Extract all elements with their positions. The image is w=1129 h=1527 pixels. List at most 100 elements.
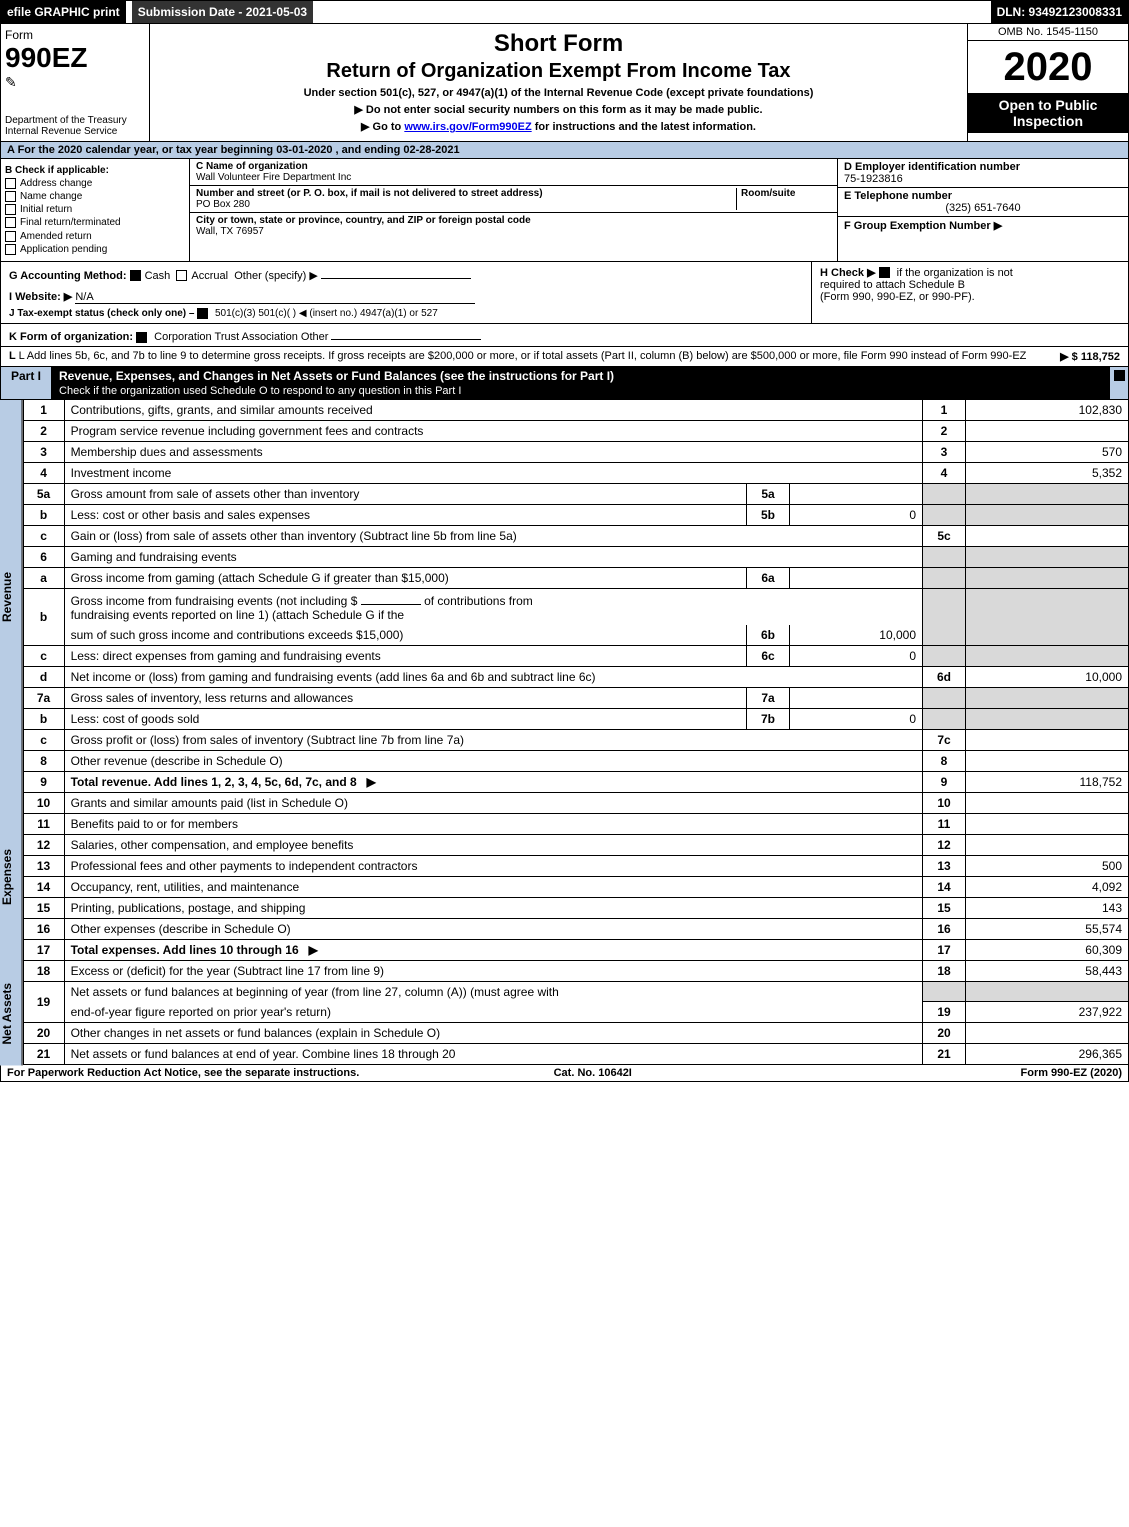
irs-link[interactable]: www.irs.gov/Form990EZ (404, 121, 531, 133)
l-amount: ▶ $ 118,752 (1060, 350, 1120, 363)
val-7a (790, 687, 923, 708)
j-label: J Tax-exempt status (check only one) – (9, 308, 194, 319)
room-label: Room/suite (741, 188, 795, 199)
val-21: 296,365 (966, 1044, 1129, 1065)
chk-final-return[interactable] (5, 217, 16, 228)
under-section: Under section 501(c), 527, or 4947(a)(1)… (158, 87, 959, 99)
d-ein-label: D Employer identification number (844, 161, 1122, 173)
chk-address-change[interactable] (5, 178, 16, 189)
val-6c: 0 (790, 645, 923, 666)
side-revenue: Revenue (0, 400, 23, 793)
val-5b: 0 (790, 504, 923, 525)
val-9: 118,752 (966, 771, 1129, 792)
form-title-2: Return of Organization Exempt From Incom… (158, 60, 959, 83)
tax-year: 2020 (968, 41, 1128, 93)
part-i-title: Revenue, Expenses, and Changes in Net As… (59, 369, 614, 383)
form-title-1: Short Form (158, 30, 959, 58)
chk-part-i-scho[interactable] (1114, 370, 1125, 381)
j-options: 501(c)(3) 501(c)( ) ◀ (insert no.) 4947(… (215, 308, 438, 319)
line-a-taxyear: A For the 2020 calendar year, or tax yea… (0, 142, 1129, 159)
val-8 (966, 750, 1129, 771)
part-i-num: Part I (1, 367, 51, 399)
6b-contrib-input[interactable] (361, 592, 421, 605)
val-15: 143 (966, 897, 1129, 918)
b-label: B Check if applicable: (5, 165, 185, 176)
chk-cash[interactable] (130, 270, 141, 281)
goto-instructions: ▶ Go to www.irs.gov/Form990EZ for instru… (158, 120, 959, 133)
val-5a (790, 483, 923, 504)
ein-value: 75-1923816 (844, 173, 1122, 185)
val-7c (966, 729, 1129, 750)
val-6a (790, 567, 923, 588)
val-20 (966, 1023, 1129, 1044)
val-18: 58,443 (966, 961, 1129, 982)
k-other-input[interactable] (331, 327, 481, 340)
f-group-label: F Group Exemption Number ▶ (844, 220, 1002, 232)
footer-mid: Cat. No. 10642I (554, 1067, 632, 1079)
k-options: Corporation Trust Association Other (154, 331, 328, 343)
other-specify-input[interactable] (321, 266, 471, 279)
chk-name-change[interactable] (5, 191, 16, 202)
footer-left: For Paperwork Reduction Act Notice, see … (7, 1067, 359, 1079)
val-4: 5,352 (966, 462, 1129, 483)
h-txt2: required to attach Schedule B (820, 279, 965, 291)
val-6b: 10,000 (790, 625, 923, 646)
k-label: K Form of organization: (9, 331, 133, 343)
val-13: 500 (966, 855, 1129, 876)
chk-501c3[interactable] (197, 308, 208, 319)
e-phone-label: E Telephone number (844, 190, 1122, 202)
phone-value: (325) 651-7640 (844, 202, 1122, 214)
entity-block: B Check if applicable: Address change Na… (0, 159, 1129, 262)
chk-h[interactable] (879, 267, 890, 278)
ssn-warning: ▶ Do not enter social security numbers o… (158, 103, 959, 116)
val-3: 570 (966, 441, 1129, 462)
c-name-label: C Name of organization (196, 161, 308, 172)
val-19: 237,922 (966, 1002, 1129, 1023)
chk-accrual[interactable] (176, 270, 187, 281)
footer-right: Form 990-EZ (2020) (1021, 1067, 1122, 1079)
side-expenses: Expenses (0, 793, 23, 961)
val-17: 60,309 (966, 939, 1129, 960)
dept-treasury: Department of the Treasury (5, 115, 145, 126)
submission-date: Submission Date - 2021-05-03 (132, 1, 313, 23)
expenses-section: Expenses 10Grants and similar amounts pa… (0, 793, 1129, 961)
val-5c (966, 525, 1129, 546)
section-b-checks: B Check if applicable: Address change Na… (1, 159, 190, 261)
val-12 (966, 834, 1129, 855)
val-6d: 10,000 (966, 666, 1129, 687)
form-header: Form 990EZ ✎ Department of the Treasury … (0, 24, 1129, 142)
open-public-inspection: Open to Public Inspection (968, 93, 1128, 133)
revenue-section: Revenue 1Contributions, gifts, grants, a… (0, 400, 1129, 793)
l-text: L Add lines 5b, 6c, and 7b to line 9 to … (19, 350, 1027, 362)
side-netassets: Net Assets (0, 961, 23, 1066)
val-2 (966, 420, 1129, 441)
efile-label[interactable]: efile GRAPHIC print (1, 1, 126, 23)
val-16: 55,574 (966, 918, 1129, 939)
chk-corporation[interactable] (136, 332, 147, 343)
city-label: City or town, state or province, country… (196, 215, 531, 226)
org-name: Wall Volunteer Fire Department Inc (196, 172, 351, 183)
dln: DLN: 93492123008331 (991, 1, 1128, 23)
section-def: D Employer identification number 75-1923… (837, 159, 1128, 261)
efile-topbar: efile GRAPHIC print Submission Date - 20… (0, 0, 1129, 24)
val-10 (966, 793, 1129, 814)
h-txt1: if the organization is not (897, 267, 1013, 279)
street-value: PO Box 280 (196, 199, 250, 210)
h-txt3: (Form 990, 990-EZ, or 990-PF). (820, 291, 975, 303)
part-i-sub: Check if the organization used Schedule … (59, 385, 461, 397)
street-label: Number and street (or P. O. box, if mail… (196, 188, 543, 199)
h-label: H Check ▶ (820, 267, 876, 279)
g-label: G Accounting Method: (9, 270, 127, 282)
i-website-label: I Website: ▶ (9, 291, 72, 303)
city-value: Wall, TX 76957 (196, 226, 264, 237)
form-label: Form (5, 28, 145, 42)
irs-label: Internal Revenue Service (5, 126, 145, 137)
val-1: 102,830 (966, 400, 1129, 421)
netassets-section: Net Assets 18Excess or (deficit) for the… (0, 961, 1129, 1066)
chk-amended-return[interactable] (5, 231, 16, 242)
chk-application-pending[interactable] (5, 244, 16, 255)
form-number: 990EZ (5, 42, 145, 74)
ghij-row: G Accounting Method: Cash Accrual Other … (0, 262, 1129, 324)
val-7b: 0 (790, 708, 923, 729)
chk-initial-return[interactable] (5, 204, 16, 215)
